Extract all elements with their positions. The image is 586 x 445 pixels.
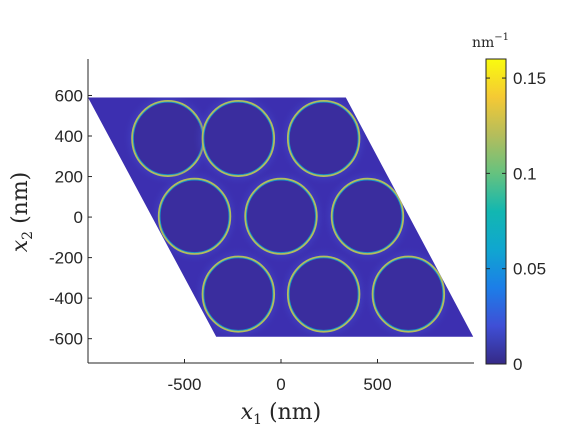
y-axis-label: x2 (nm) — [8, 172, 36, 253]
y-tick-label: 600 — [55, 86, 83, 105]
circle-edge-inner — [203, 101, 274, 176]
x-tick-label: -500 — [167, 375, 201, 394]
x-tick-label: 500 — [363, 375, 391, 394]
circle-edge-inner — [288, 101, 359, 176]
circle-hole — [202, 100, 275, 176]
circle-edge-inner — [332, 179, 403, 254]
circle-edge-inner — [288, 257, 359, 331]
circle-edge-inner — [203, 257, 274, 331]
y-tick-label: 200 — [55, 168, 83, 187]
x-axis-label: x1 (nm) — [241, 400, 322, 428]
circle-hole — [202, 256, 275, 332]
circle-hole — [158, 178, 231, 254]
circle-edge — [201, 99, 276, 177]
colorbar-unit-label: nm−1 — [472, 32, 509, 51]
circle-edge — [201, 255, 276, 333]
x-tick-label: 0 — [276, 375, 285, 394]
y-ticks: 600 400 200 0 -200 -400 -600 — [49, 86, 92, 349]
circle-hole — [287, 256, 360, 332]
circle-edge — [286, 255, 361, 333]
circle-edge-inner — [373, 257, 444, 331]
circle-hole — [287, 100, 360, 176]
circle-edge — [244, 177, 318, 255]
circle-edge — [286, 99, 361, 177]
colorbar-tick-label: 0 — [513, 355, 522, 374]
colorbar-tick-label: 0.1 — [513, 164, 537, 183]
y-tick-label: 400 — [55, 127, 83, 146]
colorbar-tick-label: 0.15 — [513, 69, 546, 88]
y-tick-label: 0 — [74, 208, 83, 227]
circle-edge-inner — [159, 179, 230, 254]
circle-edge — [330, 177, 405, 255]
circle-hole — [331, 178, 404, 254]
colorbar-ticks: 0 0.05 0.1 0.15 — [486, 69, 546, 374]
y-tick-label: -400 — [49, 289, 83, 308]
circle-hole — [245, 178, 317, 254]
circle-group — [122, 97, 455, 337]
circle-edge-inner — [245, 179, 317, 254]
plot-area — [88, 97, 474, 337]
circle-edge — [157, 177, 232, 255]
y-tick-label: -200 — [49, 249, 83, 268]
colorbar: 0 0.05 0.1 0.15 nm−1 — [472, 32, 546, 374]
circle-hole — [132, 100, 204, 176]
circle-hole — [372, 256, 445, 332]
circle-edge — [371, 255, 446, 333]
colorbar-tick-label: 0.05 — [513, 260, 546, 279]
x-ticks: -500 0 500 — [167, 359, 392, 394]
colorbar-gradient — [485, 58, 507, 365]
y-tick-label: -600 — [49, 330, 83, 349]
